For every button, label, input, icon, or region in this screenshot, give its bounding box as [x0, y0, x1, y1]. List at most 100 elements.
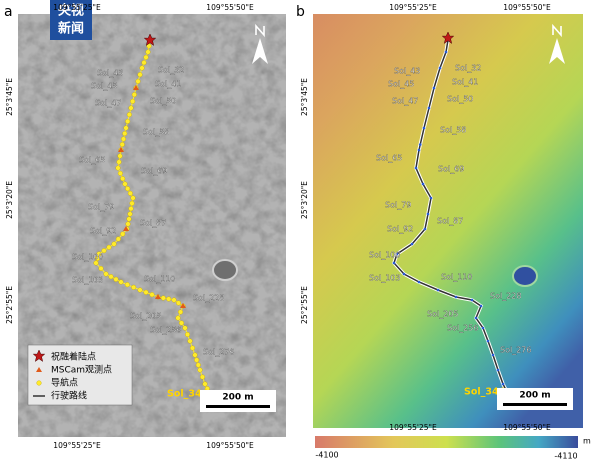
north-arrow — [252, 38, 268, 64]
sol-label: Sol_50 — [150, 97, 176, 106]
nav-point — [194, 357, 200, 363]
nav-point — [479, 304, 483, 308]
legend-label: 导航点 — [51, 377, 78, 389]
nav-point — [421, 182, 425, 186]
scale-label: 200 m — [222, 393, 253, 403]
nav-point — [171, 297, 177, 303]
crater — [212, 259, 238, 281]
nav-point — [137, 287, 143, 293]
sol-label: Sol_45 — [91, 82, 117, 91]
panel-label: a — [4, 4, 13, 20]
sol-label: Sol_228 — [490, 292, 521, 301]
nav-point — [93, 260, 99, 266]
nav-point — [192, 352, 198, 358]
overlays: a b 109°55'25"E 109°55'50"E 109°55'25"E 109°5… — [4, 3, 591, 461]
colorbar-label: -4100 — [315, 451, 338, 460]
nav-point — [130, 98, 136, 104]
nav-point — [414, 166, 418, 170]
nav-point — [96, 251, 102, 257]
nav-point — [423, 227, 427, 231]
nav-point — [395, 252, 399, 256]
scale-bar — [503, 403, 567, 406]
sol-label: Sol_87 — [140, 219, 166, 228]
nav-point — [145, 49, 151, 55]
nav-point — [125, 221, 131, 227]
sol-label: Sol_110 — [144, 275, 175, 284]
sol-label: Sol_79 — [385, 201, 411, 210]
nav-point — [115, 236, 121, 242]
scale-label: 200 m — [519, 391, 550, 401]
legend-mscam — [36, 367, 42, 372]
lon-label: 109°55'50"E — [503, 3, 551, 12]
lon-label: 109°55'25"E — [389, 3, 437, 12]
colorbar — [315, 436, 578, 448]
lon-label: 109°55'25"E — [53, 3, 101, 12]
sol-label: Sol_87 — [437, 217, 463, 226]
nav-point — [429, 196, 433, 200]
nav-point — [149, 292, 155, 298]
nav-point — [166, 296, 172, 302]
nav-point — [122, 181, 128, 187]
nav-point — [470, 298, 474, 302]
north-arrow — [549, 38, 565, 64]
nav-point — [103, 271, 109, 277]
nav-point — [160, 295, 166, 301]
sol-label: Sol_41 — [155, 80, 181, 89]
nav-point — [120, 136, 126, 142]
lat-label: 25°2'55"E — [5, 286, 14, 324]
nav-point — [491, 353, 495, 357]
nav-point — [195, 362, 201, 368]
nav-point — [436, 288, 440, 292]
nav-point — [111, 241, 117, 247]
mscam-point — [155, 294, 161, 299]
nav-point — [125, 186, 131, 192]
nav-point — [106, 244, 112, 250]
nav-point — [444, 50, 448, 54]
nav-point — [131, 92, 137, 98]
nav-point — [115, 165, 121, 171]
mscam-point — [118, 147, 124, 152]
nav-point — [131, 284, 137, 290]
nav-point — [187, 338, 193, 344]
mscam-point — [180, 303, 186, 308]
nav-point — [432, 86, 436, 90]
sol-label: Sol_32 — [158, 66, 184, 75]
landing-star — [32, 349, 46, 362]
crater — [512, 265, 538, 287]
nav-point — [427, 106, 431, 110]
sol-label: Sol_344 — [167, 389, 209, 400]
colorbar-unit: m — [583, 437, 591, 446]
sol-label: Sol_276 — [500, 346, 531, 355]
nav-point — [184, 332, 190, 338]
nav-point — [135, 78, 141, 84]
mscam-point — [123, 226, 129, 231]
north-n — [255, 23, 265, 38]
nav-point — [177, 309, 183, 315]
nav-point — [126, 112, 132, 118]
sol-label: Sol_100 — [72, 253, 103, 262]
sol-label: Sol_43 — [97, 69, 123, 78]
sol-label: Sol_47 — [95, 99, 121, 108]
nav-point — [128, 105, 134, 111]
legend-label: MSCam观测点 — [51, 365, 112, 376]
nav-point — [101, 248, 107, 254]
nav-point — [474, 316, 478, 320]
sol-label: Sol_65 — [79, 156, 105, 165]
panel-b-dem — [313, 14, 583, 428]
landing-star — [143, 33, 157, 46]
lon-label: 109°55'50"E — [206, 441, 254, 450]
nav-point — [143, 54, 149, 60]
nav-point — [137, 72, 143, 78]
sol-label: Sol_103 — [369, 274, 400, 283]
lat-label: 25°3'20"E — [5, 181, 14, 219]
legend-label: 祝融着陆点 — [51, 351, 96, 363]
lat-label: 25°3'20"E — [300, 181, 309, 219]
nav-point — [123, 125, 129, 131]
nav-point — [143, 289, 149, 295]
nav-point — [120, 176, 126, 182]
sol-label: Sol_41 — [452, 78, 478, 87]
nav-point — [127, 211, 133, 217]
nav-point — [108, 274, 114, 280]
logo-box — [50, 0, 92, 40]
colorbar-label: -4110 — [554, 452, 577, 461]
